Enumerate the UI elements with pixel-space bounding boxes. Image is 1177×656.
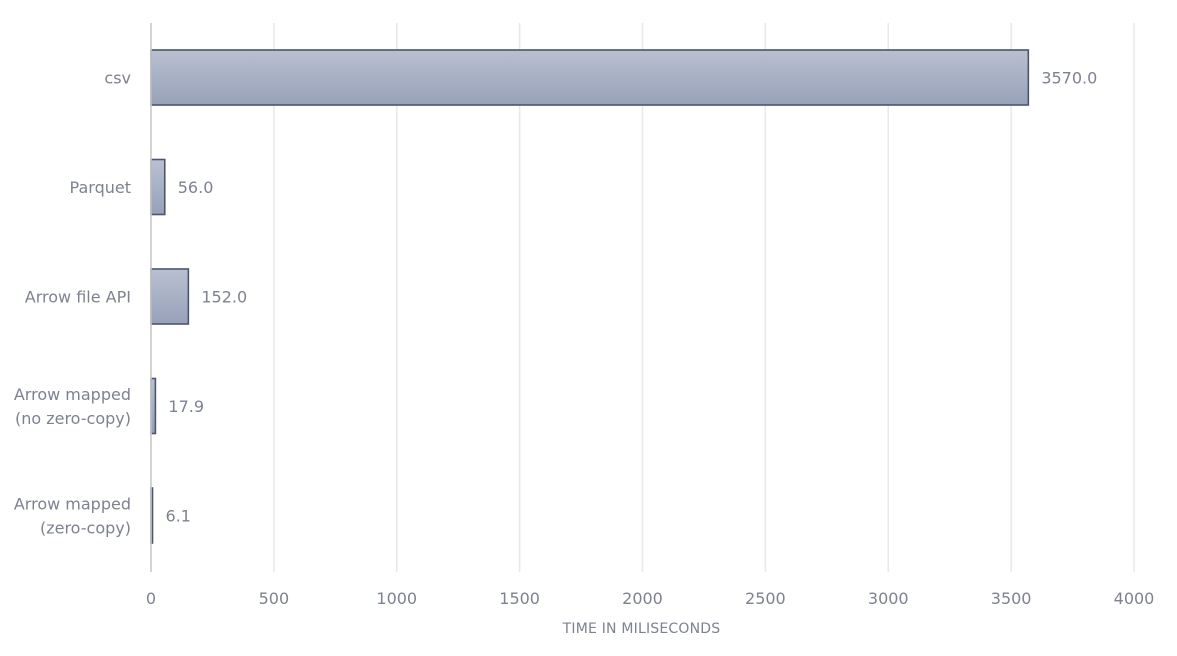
category-label: Parquet [70, 178, 131, 197]
x-tick-label: 3000 [868, 589, 909, 608]
value-label: 3570.0 [1041, 69, 1097, 88]
category-label: csv [104, 69, 131, 88]
bar [150, 49, 1030, 106]
x-axis-title: TIME IN MILISECONDS [562, 621, 721, 637]
category-label: Arrow mapped [14, 385, 131, 404]
x-tick-label: 0 [146, 589, 156, 608]
grid-lines [273, 23, 1135, 572]
x-tick-label: 500 [259, 589, 290, 608]
bar [150, 268, 190, 325]
bar [150, 158, 166, 216]
category-label: (zero-copy) [40, 519, 131, 538]
labels: 0 500 1000 1500 2000 2500 3000 3500 4000 3570.0 cs… [14, 69, 1155, 609]
bars [150, 49, 1030, 544]
category-label: (no zero-copy) [15, 409, 131, 428]
x-tick-label: 2000 [622, 589, 663, 608]
value-label: 17.9 [168, 397, 204, 416]
category-label: Arrow mapped [14, 495, 131, 514]
x-tick-label: 3500 [991, 589, 1032, 608]
value-label: 56.0 [178, 178, 214, 197]
x-tick-label: 1500 [499, 589, 540, 608]
x-tick-label: 1000 [376, 589, 417, 608]
value-label: 152.0 [201, 288, 247, 307]
value-label: 6.1 [166, 507, 191, 526]
x-tick-label: 2500 [745, 589, 786, 608]
category-label: Arrow file API [25, 288, 131, 307]
x-tick-label: 4000 [1114, 589, 1155, 608]
